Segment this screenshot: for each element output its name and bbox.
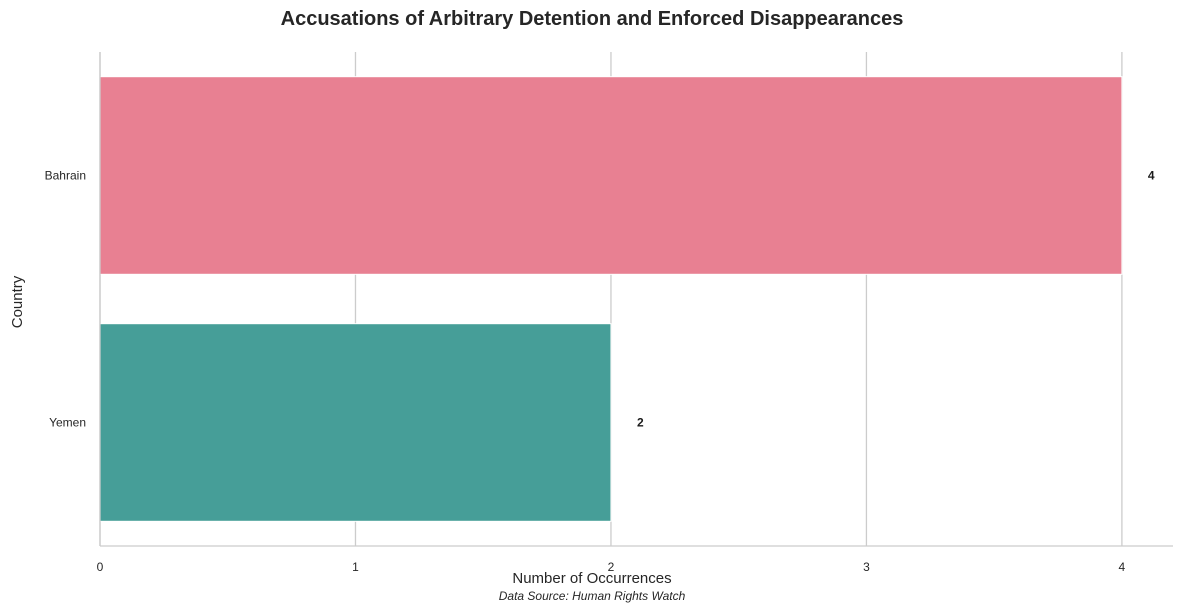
x-tick-label: 4 [1119, 560, 1126, 574]
chart-title: Accusations of Arbitrary Detention and E… [281, 8, 904, 30]
data-label-yemen: 2 [637, 416, 644, 430]
x-tick-label: 0 [97, 560, 104, 574]
x-tick-label: 3 [863, 560, 870, 574]
y-tick-label: Bahrain [45, 169, 86, 183]
x-tick-label: 1 [352, 560, 359, 574]
labels: 0 1 2 3 4 Bahrain 4 Yemen 2 [45, 169, 1155, 575]
y-axis-label: Country [9, 275, 26, 328]
data-label-bahrain: 4 [1148, 169, 1155, 183]
axes [99, 52, 1173, 547]
source-note: Data Source: Human Rights Watch [499, 589, 686, 603]
bar-yemen [99, 323, 612, 522]
bar-bahrain [99, 76, 1123, 275]
x-axis-label: Number of Occurrences [512, 570, 671, 587]
y-tick-label: Yemen [49, 416, 86, 430]
x-tick-label: 2 [608, 560, 615, 574]
